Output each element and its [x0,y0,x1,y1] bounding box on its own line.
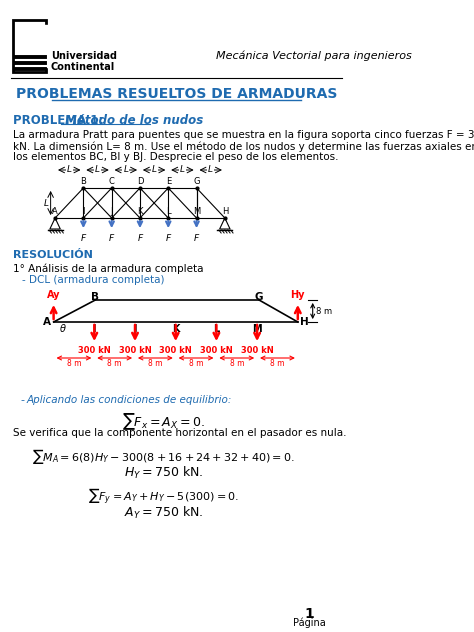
Text: I: I [92,324,96,334]
Text: $H_Y = 750$ kN.: $H_Y = 750$ kN. [124,465,203,481]
Text: C: C [109,177,115,186]
Text: G: G [193,177,200,186]
Text: B: B [81,177,86,186]
Text: 8 m: 8 m [270,359,285,368]
Text: RESOLUCIÓN: RESOLUCIÓN [13,250,93,260]
Text: Ay: Ay [47,290,60,300]
Text: M: M [252,324,262,334]
Text: 8 m: 8 m [189,359,203,368]
Text: $\sum M_A = 6(8)H_Y - 300(8 + 16 + 24 + 32 + 40) = 0.$: $\sum M_A = 6(8)H_Y - 300(8 + 16 + 24 + … [32,447,295,466]
Text: H: H [222,207,228,216]
Text: Continental: Continental [51,62,115,72]
Text: L: L [95,166,100,174]
Text: L: L [152,166,156,174]
Text: θ: θ [60,324,66,334]
Text: L: L [123,166,128,174]
Text: PROBLEMAS RESUELTOS DE ARMADURAS: PROBLEMAS RESUELTOS DE ARMADURAS [16,87,337,101]
Text: $A_Y = 750$ kN.: $A_Y = 750$ kN. [124,505,203,521]
Text: 300 kN: 300 kN [241,346,273,355]
Text: Aplicando las condiciones de equilibrio:: Aplicando las condiciones de equilibrio: [27,395,232,405]
Text: 8 m: 8 m [229,359,244,368]
Bar [23,25,48,67]
Text: L: L [213,324,219,334]
Text: L: L [166,207,171,216]
Text: $\sum F_x = A_X = 0.$: $\sum F_x = A_X = 0.$ [122,411,205,432]
Text: Método de los nudos: Método de los nudos [61,114,203,127]
Text: Mecánica Vectorial para ingenieros: Mecánica Vectorial para ingenieros [216,51,411,61]
Text: L: L [180,166,185,174]
Text: L: L [67,166,72,174]
Text: B: B [91,292,99,302]
Text: Página: Página [292,617,325,628]
Text: H: H [300,317,309,327]
Text: L: L [44,198,49,207]
Text: - DCL (armadura completa): - DCL (armadura completa) [22,275,165,285]
Text: E: E [165,177,171,186]
Text: 1: 1 [304,607,314,621]
Text: 1° Análisis de la armadura completa: 1° Análisis de la armadura completa [13,263,204,274]
Text: I: I [82,207,85,216]
Text: 300 kN: 300 kN [159,346,192,355]
Text: 300 kN: 300 kN [118,346,151,355]
Text: 300 kN: 300 kN [78,346,111,355]
Text: Universidad: Universidad [51,51,117,61]
Text: K: K [172,324,180,334]
Text: A: A [43,317,51,327]
Text: F: F [137,234,143,243]
Text: F: F [194,234,199,243]
Text: 8 m: 8 m [316,307,332,315]
Text: -: - [21,395,25,405]
Text: kN. La dimensión L= 8 m. Use el método de los nudos y determine las fuerzas axia: kN. La dimensión L= 8 m. Use el método d… [13,141,474,152]
Text: 300 kN: 300 kN [200,346,233,355]
Text: F: F [166,234,171,243]
Text: 8 m: 8 m [148,359,163,368]
Text: La armadura Pratt para puentes que se muestra en la figura soporta cinco fuerzas: La armadura Pratt para puentes que se mu… [13,130,474,140]
Text: los elementos BC, BI y BJ. Desprecie el peso de los elementos.: los elementos BC, BI y BJ. Desprecie el … [13,152,339,162]
Text: D: D [137,177,143,186]
Text: 8 m: 8 m [108,359,122,368]
Text: $\sum F_y = A_Y + H_Y - 5(300) = 0.$: $\sum F_y = A_Y + H_Y - 5(300) = 0.$ [88,487,239,507]
Text: Hy: Hy [291,290,305,300]
Text: A: A [52,207,58,216]
Text: M: M [193,207,200,216]
Text: K: K [137,207,143,216]
Text: Se verifica que la componente horizontal en el pasador es nula.: Se verifica que la componente horizontal… [13,428,347,438]
Text: L: L [208,166,213,174]
Text: G: G [255,292,264,302]
Bar [13,20,46,72]
Text: J: J [110,207,113,216]
Text: F: F [109,234,114,243]
Text: PROBLEMA 1:: PROBLEMA 1: [13,114,104,127]
Text: F: F [81,234,86,243]
Text: J: J [133,324,137,334]
Text: 8 m: 8 m [67,359,81,368]
